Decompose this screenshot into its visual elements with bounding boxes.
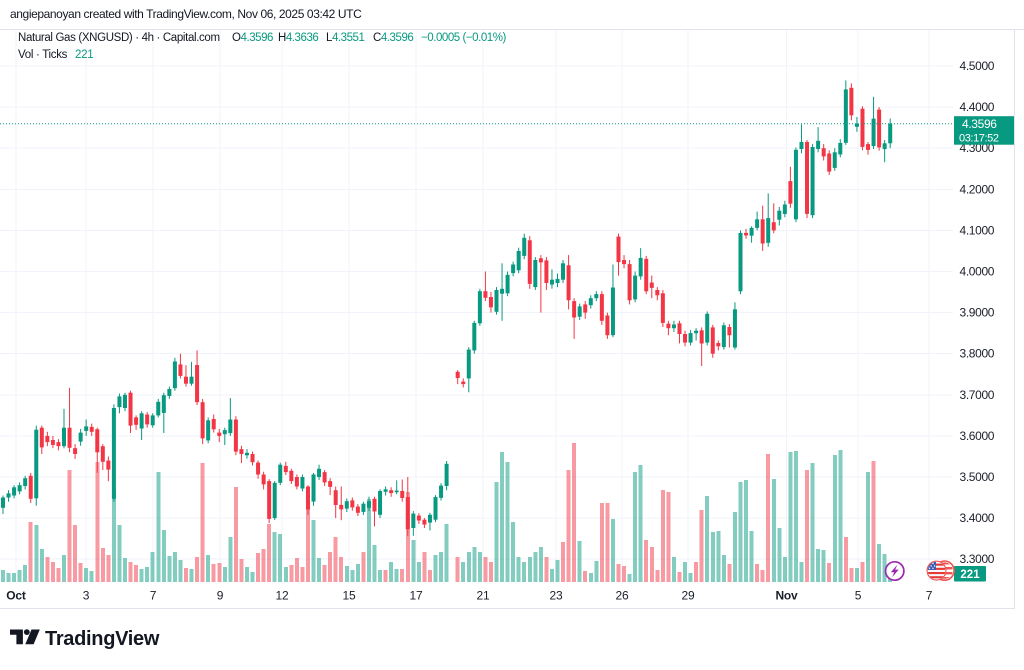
svg-text:5: 5 [855,589,862,603]
svg-text:26: 26 [616,589,629,603]
svg-text:221: 221 [75,49,93,61]
svg-text:23: 23 [550,589,563,603]
svg-text:TradingView: TradingView [45,628,160,650]
svg-text:12: 12 [276,589,289,603]
svg-text:3.6000: 3.6000 [960,429,995,443]
svg-text:3.4000: 3.4000 [960,511,995,525]
svg-text:3.8000: 3.8000 [960,347,995,361]
svg-text:H4.3636: H4.3636 [278,32,318,44]
svg-text:3.9000: 3.9000 [960,306,995,320]
svg-text:Vol · Ticks: Vol · Ticks [18,49,68,61]
svg-text:Nov: Nov [775,589,798,603]
svg-text:C4.3596: C4.3596 [373,32,413,44]
svg-text:221: 221 [960,569,980,581]
svg-text:4.3596: 4.3596 [962,117,997,131]
svg-text:3.7000: 3.7000 [960,388,995,402]
svg-text:17: 17 [410,589,423,603]
svg-text:29: 29 [682,589,695,603]
svg-text:4.2000: 4.2000 [960,182,995,196]
svg-text:9: 9 [217,589,224,603]
svg-text:15: 15 [343,589,356,603]
svg-text:7: 7 [150,589,157,603]
svg-text:L4.3551: L4.3551 [326,32,364,44]
svg-text:21: 21 [477,589,490,603]
svg-text:4.5000: 4.5000 [960,59,995,73]
svg-text:4.4000: 4.4000 [960,100,995,114]
svg-text:Natural Gas (XNGUSD) · 4h · Ca: Natural Gas (XNGUSD) · 4h · Capital.com [18,32,220,44]
svg-text:03:17:52: 03:17:52 [959,133,999,145]
svg-text:4.1000: 4.1000 [960,223,995,237]
svg-text:O4.3596: O4.3596 [232,32,273,44]
svg-text:4.0000: 4.0000 [960,265,995,279]
svg-text:3.5000: 3.5000 [960,470,995,484]
svg-text:7: 7 [926,589,933,603]
svg-text:angiepanoyan created with Trad: angiepanoyan created with TradingView.co… [10,7,362,21]
svg-text:3: 3 [83,589,90,603]
svg-text:Oct: Oct [6,589,26,603]
svg-text:3.3000: 3.3000 [960,552,995,566]
svg-text:−0.0005 (−0.01%): −0.0005 (−0.01%) [421,32,506,44]
